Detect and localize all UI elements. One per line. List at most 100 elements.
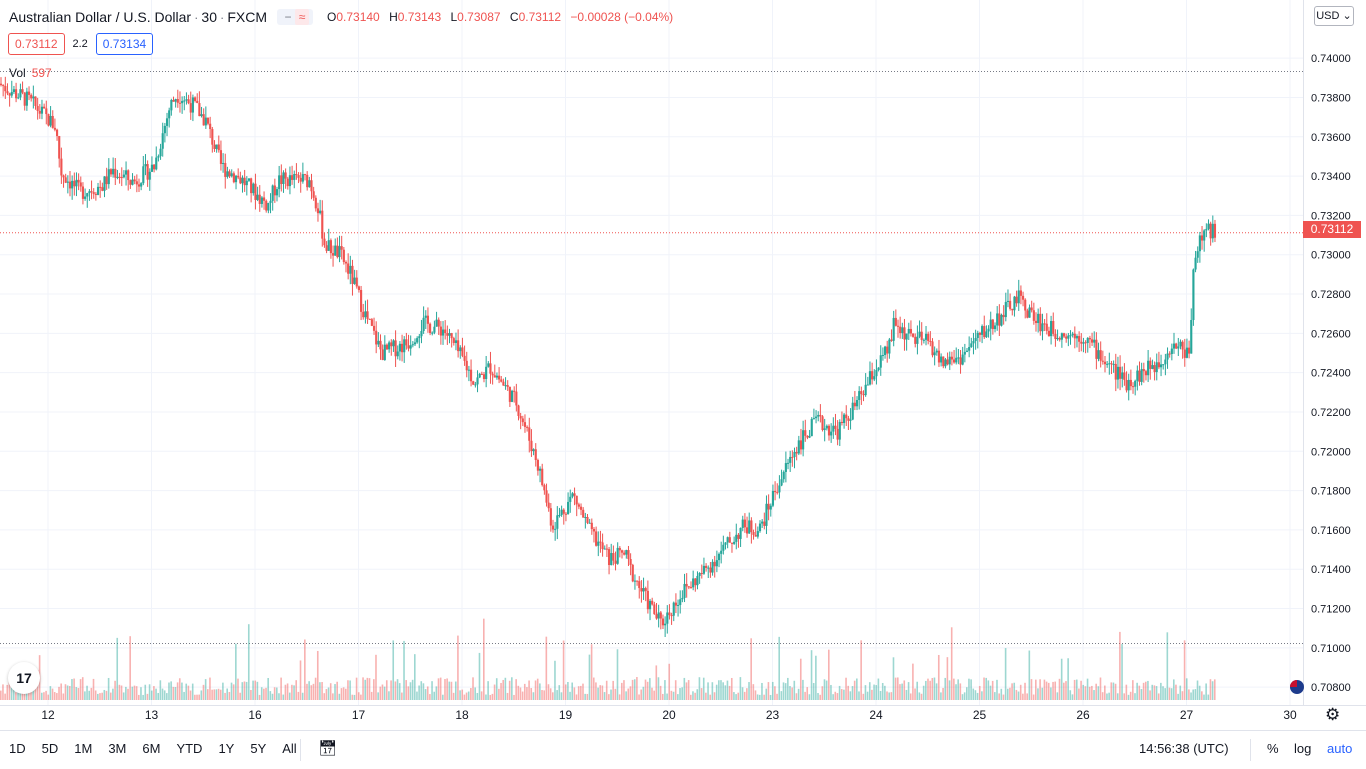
range-button-all[interactable]: All — [282, 741, 297, 756]
candle-body — [845, 414, 848, 419]
range-button-6m[interactable]: 6M — [142, 741, 161, 756]
symbol-title[interactable]: Australian Dollar / U.S. Dollar — [9, 9, 192, 25]
candle-body — [638, 581, 641, 589]
candle-body — [1185, 347, 1189, 358]
candle-body — [429, 323, 432, 333]
volume-bar — [47, 694, 50, 700]
candle-body — [133, 179, 136, 182]
volume-bar — [616, 649, 619, 700]
candle-body — [756, 531, 759, 537]
candle-body — [741, 519, 744, 528]
volume-bar — [702, 677, 705, 700]
currency-button[interactable]: USD ⌄ — [1314, 6, 1354, 26]
volume-bar — [198, 694, 200, 700]
sell-button[interactable]: 0.73112 — [8, 33, 65, 55]
auto-toggle[interactable]: auto — [1327, 741, 1353, 756]
last-price-label: 0.73112 — [1303, 221, 1361, 238]
candle-body — [709, 567, 712, 573]
candle-body — [901, 327, 904, 334]
gear-icon[interactable]: ⚙ — [1325, 705, 1341, 724]
volume-bar — [631, 679, 634, 700]
volume-bar — [853, 680, 856, 700]
candle-body — [109, 169, 113, 175]
volume-bar — [2, 684, 4, 700]
range-button-ytd[interactable]: YTD — [176, 741, 203, 756]
volume-bar — [858, 691, 860, 700]
volume-bar — [416, 691, 418, 700]
volume-bar — [871, 689, 873, 700]
candle-body — [866, 384, 869, 386]
candle-body — [780, 479, 783, 486]
volume-bar — [172, 686, 175, 700]
volume-bar — [976, 692, 979, 700]
volume-label: Vol — [9, 66, 26, 80]
candle-body — [1103, 361, 1107, 365]
log-toggle[interactable]: log — [1294, 741, 1312, 756]
volume-bar — [886, 691, 888, 700]
collapse-icon[interactable]: − — [284, 10, 292, 24]
candle-body — [213, 144, 216, 149]
volume-bar — [1147, 680, 1149, 700]
range-button-1y[interactable]: 1Y — [218, 741, 235, 756]
close-key: C — [509, 10, 519, 24]
volume-bar — [937, 654, 940, 700]
compare-wave-icon[interactable]: ≈ — [295, 9, 309, 25]
range-button-5d[interactable]: 5D — [41, 741, 59, 756]
candle-body — [1002, 314, 1005, 318]
legend-controls[interactable]: − ≈ — [277, 9, 313, 25]
volume-bar — [554, 660, 556, 700]
interval-label[interactable]: 30 — [201, 9, 217, 25]
tv-logo-icon[interactable]: 17 — [8, 662, 40, 694]
volume-bar — [483, 618, 485, 700]
candle-body — [536, 459, 539, 471]
volume-bar — [109, 692, 112, 700]
candle-body — [519, 415, 522, 419]
range-button-1d[interactable]: 1D — [9, 741, 26, 756]
candle-body — [15, 89, 18, 99]
candle-body — [730, 542, 734, 544]
candle-body — [1140, 369, 1143, 382]
candle-body — [1209, 223, 1212, 239]
candle-body — [821, 416, 824, 431]
volume-bar — [90, 687, 93, 700]
percent-toggle[interactable]: % — [1267, 741, 1279, 756]
range-button-3m[interactable]: 3M — [108, 741, 127, 756]
volume-bar — [185, 683, 188, 700]
candle-body — [909, 328, 913, 334]
range-button-1m[interactable]: 1M — [74, 741, 93, 756]
price-chart[interactable]: 0.74000 0.73800 0.73600 0.73400 0.73200 0.730… — [0, 0, 1366, 730]
volume-bar — [812, 683, 815, 700]
volume-bar — [237, 678, 239, 700]
volume-bar — [1183, 640, 1186, 700]
exchange-label[interactable]: FXCM — [227, 9, 267, 25]
candle-body — [176, 99, 179, 103]
volume-bar — [599, 685, 602, 700]
buy-button[interactable]: 0.73134 — [95, 33, 154, 55]
volume-bar — [1142, 682, 1145, 700]
candle-body — [379, 340, 382, 350]
candle-body — [1041, 323, 1044, 332]
volume-bar — [603, 692, 606, 700]
candle-body — [1039, 313, 1042, 332]
candle-body — [32, 96, 35, 99]
candle-body — [603, 548, 606, 550]
volume-bar — [398, 683, 401, 700]
candle-body — [534, 449, 537, 460]
volume-bar — [836, 693, 839, 700]
range-button-5y[interactable]: 5Y — [250, 741, 267, 756]
candle-body — [571, 493, 574, 497]
candle-body — [750, 520, 753, 532]
volume-bar — [273, 687, 276, 700]
candle-body — [159, 148, 162, 157]
volume-bar — [392, 640, 395, 700]
volume-bar — [679, 688, 681, 700]
calendar-icon[interactable]: 📅︎ — [318, 740, 338, 757]
candle-body — [551, 525, 555, 530]
candle-body — [687, 586, 690, 588]
candle-body — [929, 340, 932, 342]
volume-bar — [1125, 684, 1128, 700]
volume-bar — [125, 686, 127, 700]
utc-clock[interactable]: 14:56:38 (UTC) — [1139, 741, 1229, 756]
candle-body — [920, 331, 923, 340]
candle-body — [739, 527, 742, 539]
